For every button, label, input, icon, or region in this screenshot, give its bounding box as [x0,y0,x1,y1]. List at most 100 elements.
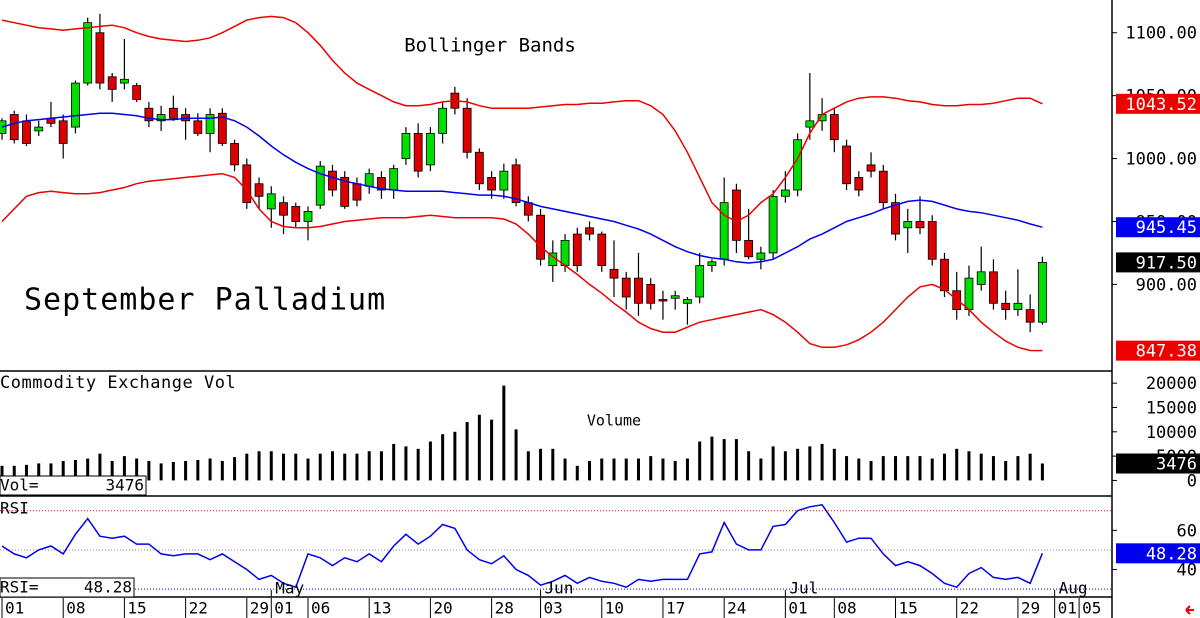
candle-body [793,139,802,191]
candle-body [168,107,178,119]
volume-bar [318,453,322,481]
candle-body [572,233,582,266]
candle-body [438,107,448,134]
volume-bar [1028,453,1032,481]
labels: 900.00950.001000.001050.001100.00Septemb… [0,24,1200,618]
volume-bar [171,461,175,481]
volume-bar [612,458,616,481]
volume-bar [343,453,347,481]
candle-body [707,261,717,266]
volume-bar [930,458,934,481]
candle-body [242,164,252,204]
volume-bar [759,458,763,481]
band-line [1,15,1043,223]
volume-bar [820,443,824,481]
volume-bar [710,436,714,481]
volume-bar [514,429,518,481]
volume-bar [184,460,188,481]
volume-bar [0,465,4,481]
chart-title: September Palladium [24,283,386,318]
volume-bar [330,451,334,481]
x-tick-label: 10 [605,599,624,618]
candle-body [193,120,203,134]
volume-bar [465,422,469,481]
volume-bar [539,448,543,481]
candle-body [95,32,105,84]
candle-body [780,189,790,197]
candle-body [401,133,411,159]
month-label: Jun [545,579,574,598]
candle-body [156,114,166,122]
candle-body [303,211,313,222]
volume-bar [942,453,946,481]
candle-body [964,277,974,310]
x-tick-label: 08 [837,599,856,618]
volume-bar [306,458,310,481]
volume-bar [991,456,995,481]
volume-bar [918,456,922,481]
x-tick-label: 29 [250,599,269,618]
x-tick-label: 01 [274,599,293,618]
volume-bar [12,465,16,481]
month-label: Jul [789,579,818,598]
chart-title: RSI [0,499,29,518]
volume-bar [269,451,273,481]
volume-bar [441,434,445,481]
x-tick-label: 17 [666,599,685,618]
x-tick-label: 05 [1082,599,1101,618]
volume-bar [379,451,383,481]
candle-body [1025,309,1035,323]
volume-bar [98,453,102,481]
x-tick-label: 01 [788,599,807,618]
volume-bar [392,443,396,481]
volume-bar [1040,463,1044,481]
volume-bar [159,463,163,481]
candle-body [217,112,227,144]
rsi-line [1,503,1044,589]
candle-body [499,170,509,191]
volume-bar [894,456,898,481]
volume-bar [526,451,530,481]
month-label: Aug [1059,579,1088,598]
candle-body [22,120,31,144]
candle-body [230,143,239,166]
readout-box [0,577,135,598]
value-box [1116,543,1200,564]
candle-body [266,193,276,210]
candle-body [340,177,350,207]
candle-body [523,202,533,216]
band-line [1,112,1043,264]
readout-value: 3476 [105,476,144,495]
value-box-label: 847.38 [1136,342,1197,362]
volume-bar [979,453,983,481]
x-tick-label: 15 [127,599,146,618]
volume-bar [783,451,787,481]
volume-bar [636,458,640,481]
candle-body [474,151,484,185]
x-tick-label: 24 [727,599,746,618]
readout-label: Vol= [0,476,39,495]
value-box [1116,252,1200,273]
volume-bar [881,456,885,481]
candle-body [511,164,521,204]
candle-body [560,239,570,266]
candle-body [425,133,435,166]
volume-bar [233,457,237,481]
volume-bar [832,448,836,481]
candle-body [915,221,925,229]
candle-body [976,271,986,285]
scroll-arrow[interactable] [1185,605,1194,615]
volume-bar [416,448,420,481]
volume-bar [453,431,457,481]
volume-bar [698,441,702,481]
month-label: May [275,579,304,598]
candle-body [9,114,19,141]
candle-body [205,114,215,134]
candle-body [71,82,80,128]
candle-body [891,202,900,235]
readout-value: 48.28 [84,578,132,597]
volume-bar [1004,460,1008,481]
volume-bar [796,448,800,481]
candle-body [144,107,154,122]
volume-bar [220,460,224,481]
